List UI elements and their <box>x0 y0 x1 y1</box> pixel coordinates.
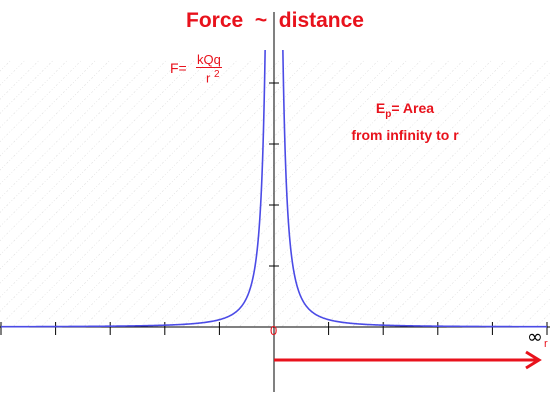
force-curve-right <box>282 49 548 328</box>
energy-annotation-line1: Ep= Area <box>330 98 480 125</box>
energy-symbol: E <box>375 100 386 116</box>
origin-label: 0 <box>270 323 277 338</box>
hatching-area <box>0 60 550 327</box>
energy-annotation-line2: from infinity to r <box>351 126 459 143</box>
energy-subscript: p <box>385 108 392 120</box>
x-axis-label: r <box>544 338 548 350</box>
formula-denominator: r 2 <box>206 69 220 85</box>
energy-annotation: Ep= Area from infinity to r <box>330 98 480 145</box>
infinity-label: ∞ <box>527 326 543 348</box>
integration-arrow-head <box>525 350 542 370</box>
formula-exponent: 2 <box>213 69 220 80</box>
chart-title: Force ~ distance <box>186 9 364 32</box>
formula-denominator-base: r <box>206 70 211 86</box>
force-curve-left <box>0 49 266 328</box>
formula-lhs: F= <box>170 60 187 76</box>
formula-numerator: kQq <box>196 52 222 68</box>
energy-annotation-rest: = Area <box>391 100 435 116</box>
